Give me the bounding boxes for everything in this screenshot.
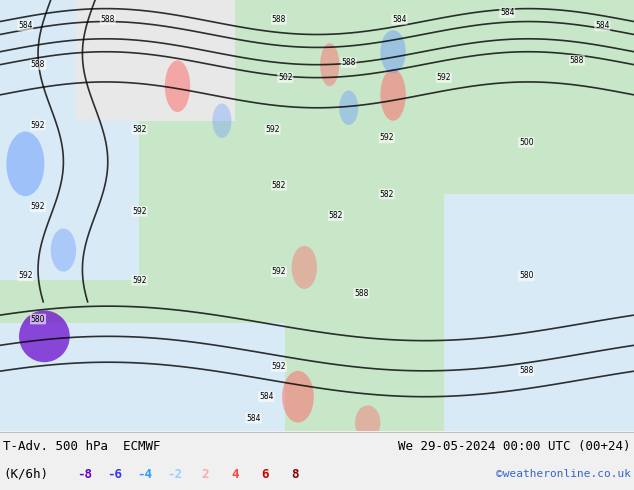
Text: 580: 580 [31,315,45,323]
FancyBboxPatch shape [0,0,139,280]
Text: 2: 2 [201,468,209,481]
Text: ©weatheronline.co.uk: ©weatheronline.co.uk [496,469,631,479]
Text: 584: 584 [247,414,261,423]
Text: 584: 584 [500,8,514,18]
Text: 4: 4 [231,468,239,481]
Text: 582: 582 [272,181,286,190]
Text: 588: 588 [354,289,368,298]
FancyBboxPatch shape [76,0,235,121]
Text: 584: 584 [18,22,32,30]
Text: 588: 588 [519,367,533,375]
Text: 580: 580 [519,271,533,280]
Text: 592: 592 [266,125,280,134]
Ellipse shape [19,311,70,362]
Text: 582: 582 [380,190,394,198]
Ellipse shape [320,43,339,86]
Text: -6: -6 [108,468,122,481]
Text: 582: 582 [329,211,343,220]
Text: 500: 500 [519,138,534,147]
Text: 584: 584 [392,15,406,24]
Ellipse shape [212,103,231,138]
Text: 592: 592 [437,73,451,82]
Ellipse shape [380,30,406,74]
Text: 588: 588 [272,15,286,24]
Ellipse shape [282,371,314,422]
Ellipse shape [339,91,358,125]
Ellipse shape [51,228,76,271]
Text: 588: 588 [570,56,584,65]
Text: 584: 584 [259,392,273,401]
Text: 502: 502 [278,73,292,82]
Text: 592: 592 [272,267,286,276]
Text: 592: 592 [31,121,45,129]
Text: 588: 588 [101,15,115,24]
Text: 584: 584 [595,22,609,30]
Ellipse shape [165,60,190,112]
Ellipse shape [6,131,44,196]
Text: 592: 592 [18,271,32,280]
Text: 592: 592 [133,276,146,285]
Text: -2: -2 [167,468,183,481]
Text: T-Adv. 500 hPa  ECMWF: T-Adv. 500 hPa ECMWF [3,441,160,453]
Ellipse shape [355,405,380,440]
Ellipse shape [380,69,406,121]
Text: 582: 582 [133,125,146,134]
Text: 588: 588 [31,60,45,69]
Text: 592: 592 [133,207,146,216]
Text: 588: 588 [342,58,356,67]
FancyBboxPatch shape [0,0,634,431]
Text: We 29-05-2024 00:00 UTC (00+24): We 29-05-2024 00:00 UTC (00+24) [399,441,631,453]
Ellipse shape [292,246,317,289]
FancyBboxPatch shape [0,323,285,431]
Text: 8: 8 [291,468,299,481]
Text: -8: -8 [77,468,93,481]
Text: -4: -4 [138,468,153,481]
Text: 592: 592 [272,362,286,371]
Text: 592: 592 [380,133,394,143]
Text: 592: 592 [31,202,45,212]
Text: (K/6h): (K/6h) [3,468,48,481]
Text: 6: 6 [261,468,269,481]
FancyBboxPatch shape [444,194,634,431]
